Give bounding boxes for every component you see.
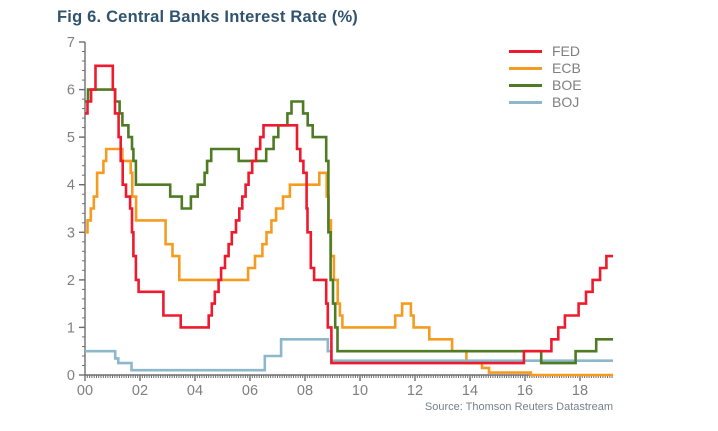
legend-label-fed: FED: [552, 43, 580, 59]
y-tick-label: 3: [67, 225, 75, 241]
y-axis-labels: 0 1 2 3 4 5 6 7: [67, 35, 75, 384]
legend: FED ECB BOE BOJ: [509, 43, 582, 110]
x-tick-label: 18: [572, 383, 588, 399]
legend-item-ecb: ECB: [509, 60, 582, 76]
series-line-boe: [85, 88, 613, 365]
x-tick-label: 10: [352, 383, 368, 399]
source-attribution: Source: Thomson Reuters Datastream: [424, 401, 613, 413]
y-tick-label: 6: [67, 83, 75, 99]
legend-label-boj: BOJ: [552, 94, 580, 110]
x-tick-label: 12: [407, 383, 423, 399]
chart-title: Fig 6. Central Banks Interest Rate (%): [57, 8, 359, 26]
ecb-line-swatch: [509, 67, 542, 70]
x-axis-ticks: [84, 375, 581, 381]
boj-line-swatch: [509, 101, 542, 104]
y-tick-label: 0: [67, 368, 75, 384]
x-tick-label: 14: [462, 383, 478, 399]
x-tick-label: 02: [132, 383, 148, 399]
y-tick-label: 4: [67, 178, 75, 194]
y-axis-ticks: [79, 41, 85, 376]
legend-item-fed: FED: [509, 43, 582, 59]
x-tick-label: 16: [517, 383, 533, 399]
x-tick-label: 04: [187, 383, 203, 399]
legend-item-boj: BOJ: [509, 94, 582, 110]
legend-label-ecb: ECB: [552, 60, 581, 76]
y-tick-label: 1: [67, 320, 75, 336]
x-tick-label: 08: [297, 383, 313, 399]
series-line-ecb: [85, 147, 613, 377]
x-axis-labels: 00 02 04 06 08 10 12 14 16 18: [77, 383, 588, 399]
series-line-fed: [85, 64, 613, 365]
fed-line-swatch: [509, 50, 542, 53]
y-tick-label: 5: [67, 130, 75, 146]
legend-label-boe: BOE: [552, 77, 582, 93]
x-tick-label: 00: [77, 383, 93, 399]
boe-line-swatch: [509, 84, 542, 87]
y-tick-label: 2: [67, 273, 75, 289]
x-tick-label: 06: [242, 383, 258, 399]
legend-item-boe: BOE: [509, 77, 582, 93]
y-tick-label: 7: [67, 35, 75, 51]
series-line-boj: [85, 338, 613, 372]
